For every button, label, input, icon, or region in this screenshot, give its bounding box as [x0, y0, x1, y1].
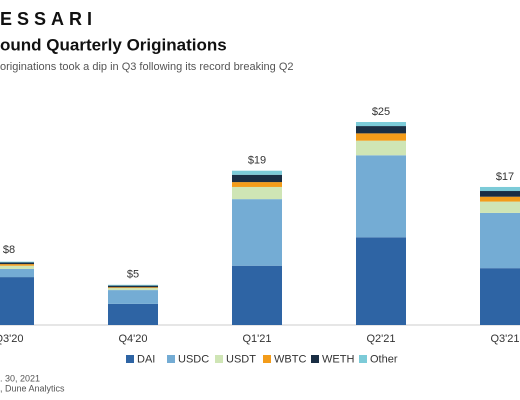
bar-segment: [356, 133, 406, 141]
bar-segment: [232, 186, 282, 200]
bar-segment: [480, 212, 520, 269]
chart-title: ound Quarterly Originations: [0, 35, 227, 54]
bar-segment: [232, 182, 282, 187]
bar-segment: [480, 268, 520, 325]
bar-segment: [108, 284, 158, 286]
bar-segment: [0, 265, 34, 269]
x-tick-label: Q3'20: [0, 333, 24, 345]
bar-segment: [356, 155, 406, 238]
bar-segment: [108, 303, 158, 325]
total-label: $19: [248, 155, 266, 167]
bar-segment: [108, 285, 158, 288]
x-tick-label: Q3'21: [490, 333, 519, 345]
note: , Dune Analytics: [0, 383, 65, 393]
bar-segment: [356, 140, 406, 156]
bar-segment: [480, 191, 520, 197]
chart-subtitle: originations took a dip in Q3 following …: [0, 61, 294, 73]
legend-swatch: [215, 355, 223, 363]
legend-swatch: [126, 355, 134, 363]
total-label: $8: [3, 244, 15, 256]
bar-segment: [0, 264, 34, 266]
legend-label: WETH: [322, 353, 354, 365]
legend-swatch: [311, 355, 319, 363]
legend-swatch: [167, 355, 175, 363]
bar-segment: [0, 261, 34, 263]
bar-segment: [108, 288, 158, 291]
total-label: $5: [127, 268, 139, 280]
bar-segment: [480, 196, 520, 202]
bar-segment: [356, 237, 406, 325]
brand: ESSARI: [0, 9, 97, 29]
bar-segment: [0, 277, 34, 325]
bar-segment: [0, 268, 34, 278]
bar-segment: [480, 201, 520, 213]
bar-segment: [232, 174, 282, 183]
bar-segment: [356, 122, 406, 127]
legend-swatch: [263, 355, 271, 363]
bar-segment: [232, 265, 282, 325]
legend-swatch: [359, 355, 367, 363]
note: . 30, 2021: [0, 373, 40, 383]
x-tick-label: Q2'21: [366, 333, 395, 345]
bar-segment: [232, 199, 282, 266]
legend-label: Other: [370, 353, 398, 365]
total-label: $25: [372, 106, 390, 118]
legend-label: USDC: [178, 353, 209, 365]
bar-segment: [356, 126, 406, 134]
legend-label: USDT: [226, 353, 256, 365]
bar-segment: [108, 290, 158, 304]
x-tick-label: Q4'20: [118, 333, 147, 345]
legend-label: WBTC: [274, 353, 306, 365]
bar-segment: [108, 287, 158, 289]
x-tick-label: Q1'21: [242, 333, 271, 345]
total-label: $17: [496, 171, 514, 183]
bar-segment: [480, 186, 520, 192]
legend-label: DAI: [137, 353, 155, 365]
bar-segment: [0, 262, 34, 265]
bar-segment: [232, 170, 282, 175]
